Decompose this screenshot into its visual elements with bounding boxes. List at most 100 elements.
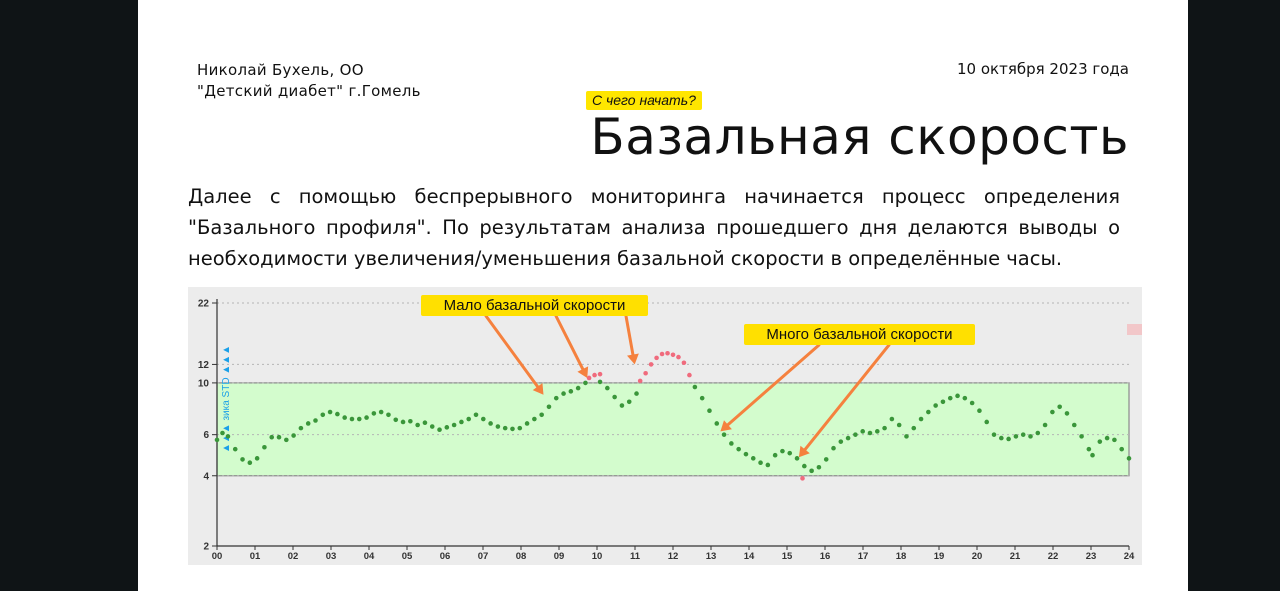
in-range-point [597,379,603,385]
description-paragraph: Далее с помощью беспрерывного мониторинг… [188,185,1120,270]
in-range-point [364,415,369,420]
in-range-point [619,403,625,408]
in-range-point [729,441,734,446]
in-range-point [984,419,990,425]
x-tick-label: 15 [782,551,793,562]
in-range-point [853,432,858,437]
in-range-point [532,416,537,422]
in-range-point [831,445,836,451]
in-range-point [838,439,844,444]
in-range-point [1042,422,1048,428]
right-margin [1188,0,1280,591]
in-range-point [977,408,982,414]
x-tick-label: 18 [896,551,907,562]
x-tick-label: 19 [934,551,945,562]
in-range-point [780,448,785,454]
in-range-point [794,456,800,461]
in-range-point [765,462,771,468]
x-tick-label: 22 [1048,551,1059,562]
x-tick-label: 24 [1124,551,1135,562]
in-range-point [1028,434,1033,439]
annotation-arrow [803,343,891,451]
in-range-point [393,417,399,423]
in-range-point [502,425,508,431]
in-range-point [955,393,960,399]
in-range-point [634,391,639,396]
section-badge: С чего начать? [586,91,702,110]
in-range-point [524,421,530,426]
in-range-point [940,399,946,405]
annotation-label-bg [744,324,975,345]
in-range-point [342,415,347,420]
in-range-point [933,403,938,408]
high-point [687,372,692,378]
low-point [800,476,805,481]
annotation-high-basal: Много базальной скорости [720,324,975,458]
x-tick-label: 05 [402,551,413,562]
in-range-point [488,421,493,426]
in-range-point [750,456,756,461]
in-range-point [845,435,851,441]
annotation-arrow [624,314,635,357]
in-range-point [437,427,442,433]
in-range-point [1035,430,1041,436]
in-range-point [583,380,588,386]
x-tick-label: 01 [250,551,261,562]
in-range-point [568,389,574,394]
in-range-point [327,409,333,415]
in-range-point [626,399,632,405]
in-range-point [313,418,318,423]
in-range-point [240,457,245,462]
in-range-point [481,416,486,422]
high-point [643,370,648,376]
in-range-point [816,464,822,470]
x-tick-label: 12 [668,551,679,562]
high-point [592,372,597,378]
in-range-point [254,456,260,461]
author-block: Николай Бухель, ОО "Детский диабет" г.Го… [197,60,421,102]
in-range-point [802,463,807,469]
in-range-point [1020,432,1026,437]
in-range-point [495,424,501,429]
x-tick-label: 03 [326,551,337,562]
x-tick-label: 04 [364,551,375,562]
in-range-point [298,425,304,431]
in-range-point [561,391,566,396]
in-range-point [692,384,698,390]
glucose-chart: 2 4 6 10 12 22 00 01 02 03 04 05 06 07 08 09 10 11 12 13 14 1… [188,287,1142,565]
in-range-point [262,444,267,450]
target-range-band [216,382,1130,477]
x-tick-label: 11 [630,551,641,562]
high-point [654,355,659,361]
in-range-point [1090,452,1095,458]
y-tick-label: 22 [198,299,210,310]
x-tick-label: 00 [212,551,223,562]
annotation-arrowhead [798,445,810,458]
x-tick-label: 10 [592,551,603,562]
in-range-point [335,411,340,417]
in-range-point [225,434,231,439]
author-organization: "Детский диабет" г.Гомель [197,82,421,100]
in-range-point [444,425,450,430]
x-tick-label: 23 [1086,551,1097,562]
in-range-point [429,424,435,429]
x-tick-label: 02 [288,551,299,562]
page-title: Базальная скорость [590,108,1129,166]
in-range-point [736,446,741,452]
in-range-point [999,435,1004,441]
annotation-arrowhead [577,366,589,378]
in-range-point [911,425,917,431]
annotation-arrow [726,343,821,427]
in-range-point [904,434,909,439]
left-margin [0,0,138,591]
x-tick-label: 21 [1010,551,1021,562]
high-point [659,351,665,357]
in-range-point [415,422,420,428]
in-range-point [787,450,793,456]
in-range-point [451,422,457,428]
in-range-point [772,452,778,458]
in-range-point [473,412,479,418]
in-range-point [612,394,617,400]
in-range-point [969,400,975,406]
in-range-point [1112,437,1117,443]
